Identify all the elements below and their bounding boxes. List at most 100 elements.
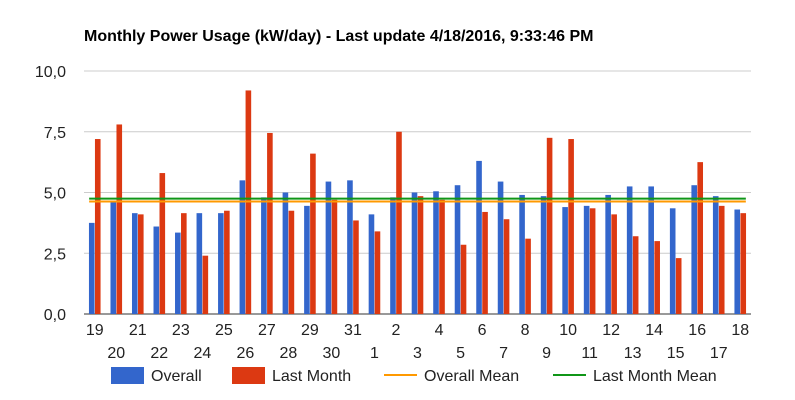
bar-last-month	[116, 124, 123, 315]
bar-last-month	[632, 236, 639, 314]
bar-overall	[497, 181, 504, 314]
bar-last-month	[611, 214, 617, 314]
bar-last-month	[224, 210, 230, 314]
bar-last-month	[439, 199, 445, 314]
y-tick-label: 2,5	[44, 246, 66, 263]
bar-overall	[347, 180, 353, 314]
bar-overall	[454, 185, 461, 314]
bar-last-month	[568, 139, 574, 314]
y-tick-label: 0,0	[44, 307, 66, 324]
bar-last-month	[159, 173, 166, 314]
x-tick-label: 18	[731, 322, 749, 339]
bar-overall	[218, 213, 224, 314]
gridlines	[84, 70, 751, 315]
mean-lines	[89, 197, 746, 203]
legend-swatch	[232, 367, 265, 384]
bar-overall	[691, 185, 698, 314]
bar-overall	[110, 202, 117, 314]
bar-overall	[734, 209, 741, 314]
y-tick-label: 5,0	[44, 186, 66, 203]
bar-last-month	[181, 213, 187, 314]
legend: Overall Last Month Overall Mean Last Month …	[111, 367, 717, 385]
bar-overall	[519, 194, 525, 314]
bar-last-month	[267, 132, 273, 314]
bar-overall	[583, 205, 590, 314]
bar-overall	[88, 222, 95, 314]
y-tick-label: 7,5	[44, 125, 66, 142]
bar-last-month	[353, 220, 359, 314]
bar-last-month	[654, 241, 660, 314]
x-tick-label: 4	[435, 322, 444, 339]
bar-overall	[175, 232, 181, 314]
bar-overall	[540, 196, 547, 314]
x-tick-label: 11	[581, 345, 598, 362]
x-tick-label: 6	[478, 322, 487, 339]
bar-overall	[476, 160, 482, 314]
x-tick-label: 13	[624, 345, 642, 362]
bar-overall	[433, 191, 439, 314]
bar-last-month	[482, 211, 488, 314]
bar-overall	[153, 226, 160, 314]
x-tick-label: 31	[344, 322, 362, 339]
bar-last-month	[460, 244, 467, 314]
x-tick-label: 16	[688, 322, 706, 339]
x-tick-label: 23	[172, 322, 190, 339]
x-tick-label: 27	[258, 322, 276, 339]
x-tick-label: 14	[645, 322, 663, 339]
bar-overall	[282, 192, 289, 314]
chart-title: Monthly Power Usage (kW/day) - Last upda…	[84, 28, 593, 45]
x-tick-label: 25	[215, 322, 233, 339]
legend-label: Last Month Mean	[593, 368, 717, 385]
legend-overall-mean: Overall Mean	[384, 368, 519, 385]
x-tick-label: 21	[129, 322, 147, 339]
x-tick-label: 2	[392, 322, 401, 339]
x-tick-label: 26	[236, 345, 254, 362]
x-tick-label: 22	[150, 345, 168, 362]
bar-last-month	[718, 205, 725, 314]
x-tick-label: 1	[370, 345, 379, 362]
bar-last-month	[374, 231, 381, 314]
legend-last-month-mean: Last Month Mean	[553, 368, 717, 385]
bar-last-month	[697, 162, 704, 314]
y-axis-tick-labels: 0,0 2,5 5,0 7,5 10,0	[35, 64, 66, 324]
bar-overall	[261, 197, 267, 314]
legend-label: Overall	[151, 368, 202, 385]
bar-last-month	[331, 199, 338, 314]
x-tick-label: 8	[521, 322, 530, 339]
x-tick-label: 5	[456, 345, 465, 362]
bar-overall	[562, 207, 568, 314]
x-axis-tick-labels: 1920212223242526272829303112345678910111…	[86, 322, 749, 362]
x-tick-label: 30	[323, 345, 341, 362]
bar-overall	[196, 213, 203, 314]
bar-last-month	[396, 131, 402, 314]
bar-overall	[712, 196, 719, 314]
bar-overall	[368, 214, 375, 314]
bar-last-month	[202, 255, 209, 314]
bar-overall	[605, 194, 611, 314]
bar-overall	[648, 186, 654, 314]
bar-last-month	[546, 137, 553, 314]
bar-last-month	[288, 210, 295, 314]
bar-last-month	[589, 208, 596, 314]
legend-label: Overall Mean	[424, 368, 519, 385]
x-tick-label: 29	[301, 322, 319, 339]
bar-last-month	[417, 196, 424, 314]
x-tick-label: 3	[413, 345, 422, 362]
bar-overall	[411, 192, 418, 314]
bar-overall	[131, 213, 138, 314]
x-tick-label: 10	[559, 322, 577, 339]
legend-last-month: Last Month	[232, 367, 351, 385]
bar-last-month	[310, 153, 316, 314]
legend-swatch	[111, 367, 144, 384]
bar-last-month	[675, 258, 682, 314]
bar-overall	[669, 208, 676, 314]
x-tick-label: 24	[193, 345, 211, 362]
x-tick-label: 20	[107, 345, 125, 362]
x-tick-label: 17	[710, 345, 728, 362]
bar-overall	[239, 180, 246, 314]
bar-last-month	[503, 219, 510, 314]
bar-last-month	[94, 139, 101, 314]
y-tick-label: 10,0	[35, 64, 66, 81]
bar-overall	[390, 197, 396, 314]
